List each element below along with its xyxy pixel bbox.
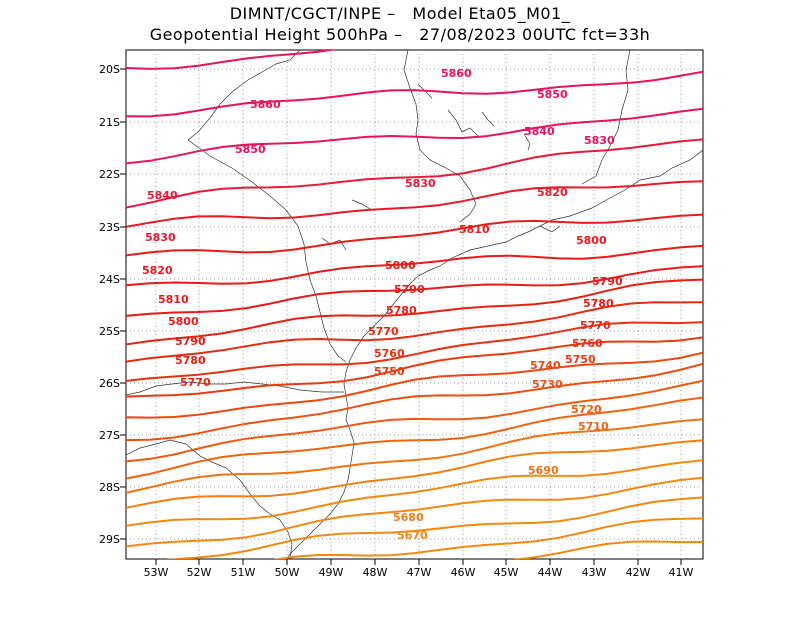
contour-label: 5850 xyxy=(537,88,568,101)
contour-label: 5790 xyxy=(175,335,206,348)
contour-label: 5780 xyxy=(175,354,206,367)
contour-label: 5670 xyxy=(397,529,428,542)
contour-line xyxy=(126,418,703,494)
axis-ticks xyxy=(120,68,682,565)
latitude-labels: 20S 21S 22S 23S 24S 25S 26S 27S 28S 29S xyxy=(99,63,120,546)
contour-label: 5810 xyxy=(158,293,189,306)
lat-tick-label: 25S xyxy=(99,325,120,338)
contour-label: 5850 xyxy=(235,143,266,156)
contour-label: 5710 xyxy=(578,420,609,433)
contour-label: 5760 xyxy=(374,347,405,360)
lat-tick-label: 28S xyxy=(99,481,120,494)
contour-line xyxy=(126,138,703,209)
contour-label: 5860 xyxy=(441,67,472,80)
lon-tick-label: 52W xyxy=(187,566,212,579)
lon-tick-label: 41W xyxy=(669,566,694,579)
map-title-line-1: DIMNT/CGCT/INPE – Model Eta05_M01_ xyxy=(229,4,571,23)
contour-label: 5790 xyxy=(394,283,425,296)
contour-line xyxy=(126,301,703,363)
contour-line xyxy=(273,517,703,559)
lon-tick-label: 44W xyxy=(538,566,563,579)
contour-label: 5820 xyxy=(142,264,173,277)
lat-tick-label: 21S xyxy=(99,116,120,129)
contour-label: 5750 xyxy=(374,365,405,378)
contour-label: 5770 xyxy=(368,325,399,338)
contour-line xyxy=(126,351,703,419)
contour-label: 5720 xyxy=(571,403,602,416)
contour-label: 5800 xyxy=(385,259,416,272)
lat-tick-label: 26S xyxy=(99,377,120,390)
contour-line xyxy=(126,278,703,346)
contour-line xyxy=(126,336,703,398)
contour-label: 5810 xyxy=(459,223,490,236)
lat-tick-label: 20S xyxy=(99,63,120,76)
contour-line xyxy=(126,476,703,548)
contour-line xyxy=(126,379,703,463)
contour-label: 5750 xyxy=(565,353,596,366)
contour-line xyxy=(126,362,703,442)
contour-line xyxy=(126,396,703,480)
contour-line xyxy=(165,496,703,559)
contour-label: 5790 xyxy=(592,275,623,288)
contour-label: 5680 xyxy=(393,511,424,524)
contour-label: 5840 xyxy=(524,125,555,138)
contour-line xyxy=(126,265,703,317)
contour-label: 5760 xyxy=(572,337,603,350)
contour-labels: 5860 5860 5850 5850 5840 5840 5830 5830 … xyxy=(142,67,623,542)
contour-line xyxy=(126,213,703,257)
contour-line xyxy=(126,107,703,165)
contour-line xyxy=(126,321,703,382)
contour-label: 5840 xyxy=(147,189,178,202)
lon-tick-label: 43W xyxy=(582,566,607,579)
contour-line xyxy=(126,180,703,228)
contour-line xyxy=(126,459,703,527)
lon-tick-label: 45W xyxy=(494,566,519,579)
lon-tick-label: 49W xyxy=(319,566,344,579)
contour-label: 5800 xyxy=(576,234,607,247)
map-title-line-2: Geopotential Height 500hPa – 27/08/2023 … xyxy=(149,25,651,44)
longitude-labels: 53W 52W 51W 50W 49W 48W 47W 46W 45W 44W … xyxy=(144,566,694,579)
contour-label: 5770 xyxy=(580,319,611,332)
contour-label: 5830 xyxy=(584,134,615,147)
lat-tick-label: 22S xyxy=(99,168,120,181)
contour-line xyxy=(126,244,703,287)
lon-tick-label: 48W xyxy=(363,566,388,579)
contour-label: 5780 xyxy=(583,297,614,310)
contour-label: 5830 xyxy=(145,231,176,244)
lon-tick-label: 50W xyxy=(275,566,300,579)
contour-label: 5730 xyxy=(532,378,563,391)
lat-tick-label: 27S xyxy=(99,429,120,442)
lat-tick-label: 23S xyxy=(99,221,120,234)
contour-label: 5800 xyxy=(168,315,199,328)
contour-label: 5860 xyxy=(250,98,281,111)
lon-tick-label: 51W xyxy=(231,566,256,579)
contour-label: 5690 xyxy=(528,464,559,477)
contour-line xyxy=(126,50,337,70)
contour-line xyxy=(513,540,703,559)
lon-tick-label: 46W xyxy=(451,566,476,579)
lon-tick-label: 53W xyxy=(144,566,169,579)
lon-tick-label: 47W xyxy=(407,566,432,579)
lat-tick-label: 29S xyxy=(99,533,120,546)
lat-tick-label: 24S xyxy=(99,273,120,286)
contour-label: 5770 xyxy=(180,376,211,389)
contour-label: 5740 xyxy=(530,359,561,372)
contour-label: 5830 xyxy=(405,177,436,190)
lon-tick-label: 42W xyxy=(626,566,651,579)
contour-label: 5780 xyxy=(386,304,417,317)
contour-label: 5820 xyxy=(537,186,568,199)
height-contours xyxy=(126,50,703,559)
contour-line xyxy=(126,70,703,118)
contour-line xyxy=(126,439,703,509)
